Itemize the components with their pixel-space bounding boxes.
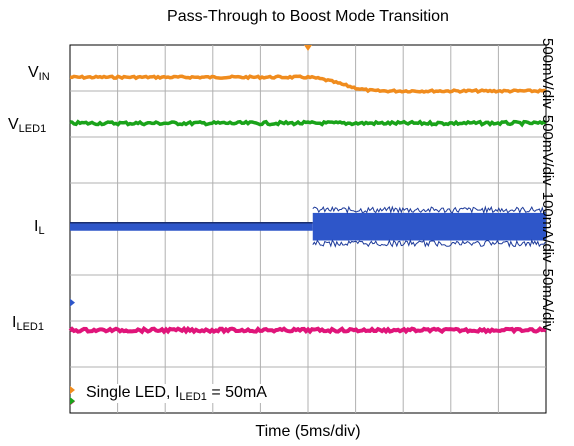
- channel-ground-marker: [70, 298, 75, 307]
- x-axis-label: Time (5ms/div): [255, 423, 361, 440]
- trace-iled1: [68, 325, 547, 335]
- trigger-marker: [304, 45, 312, 51]
- traces: [68, 74, 548, 335]
- label-il: IL: [34, 218, 45, 237]
- scale-vin: 500mV/div: [539, 38, 556, 109]
- markers: [70, 45, 312, 406]
- channel-ground-marker: [70, 397, 75, 405]
- scale-il: 100mA/div: [539, 191, 556, 263]
- channel-scales: 500mV/div 500mV/div 100mA/div 50mA/div: [539, 38, 556, 337]
- trace-il-ripple-band: [312, 212, 546, 241]
- channel-ground-marker: [70, 386, 75, 394]
- scale-iled1: 50mA/div: [539, 268, 556, 332]
- label-vin: VIN: [28, 64, 50, 83]
- chart-title: Pass-Through to Boost Mode Transition: [167, 8, 449, 25]
- trace-il-ripple-top: [312, 205, 546, 215]
- trace-il-ripple-bottom: [312, 239, 546, 248]
- trace-vled1: [69, 119, 548, 128]
- label-vled1: VLED1: [8, 116, 47, 135]
- trace-vin: [69, 74, 547, 94]
- test-condition-annotation: Single LED, ILED1 = 50mA: [84, 384, 269, 403]
- scale-vled1: 500mV/div: [539, 114, 556, 186]
- label-iled1: ILED1: [12, 314, 44, 333]
